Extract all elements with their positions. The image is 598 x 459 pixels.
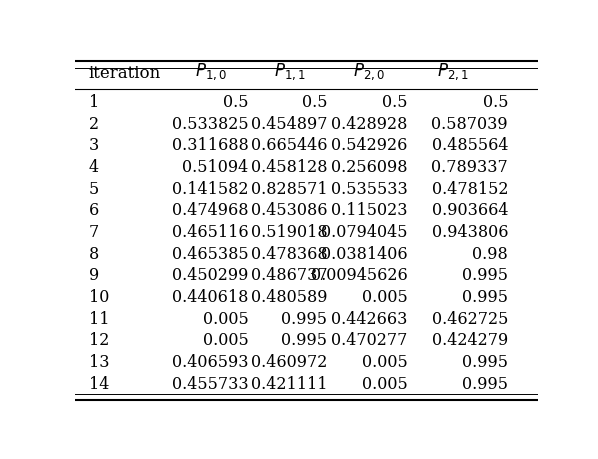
Text: 0.005: 0.005 bbox=[362, 353, 407, 370]
Text: 4: 4 bbox=[89, 159, 99, 176]
Text: 0.995: 0.995 bbox=[281, 331, 327, 348]
Text: 0.460972: 0.460972 bbox=[251, 353, 327, 370]
Text: 9: 9 bbox=[89, 267, 99, 284]
Text: 0.00945626: 0.00945626 bbox=[311, 267, 407, 284]
Text: $P_{2,0}$: $P_{2,0}$ bbox=[353, 61, 385, 82]
Text: 0.141582: 0.141582 bbox=[172, 180, 249, 197]
Text: iteration: iteration bbox=[89, 65, 161, 82]
Text: 0.256098: 0.256098 bbox=[331, 159, 407, 176]
Text: $P_{2,1}$: $P_{2,1}$ bbox=[437, 61, 468, 82]
Text: 0.458128: 0.458128 bbox=[251, 159, 327, 176]
Text: 0.478368: 0.478368 bbox=[251, 245, 327, 262]
Text: 10: 10 bbox=[89, 288, 109, 305]
Text: 0.789337: 0.789337 bbox=[431, 159, 508, 176]
Text: 8: 8 bbox=[89, 245, 99, 262]
Text: 0.5: 0.5 bbox=[483, 94, 508, 111]
Text: 0.440618: 0.440618 bbox=[172, 288, 249, 305]
Text: 0.0381406: 0.0381406 bbox=[321, 245, 407, 262]
Text: 0.421111: 0.421111 bbox=[251, 375, 327, 392]
Text: 0.995: 0.995 bbox=[462, 267, 508, 284]
Text: 0.450299: 0.450299 bbox=[172, 267, 249, 284]
Text: 0.480589: 0.480589 bbox=[251, 288, 327, 305]
Text: 7: 7 bbox=[89, 224, 99, 241]
Text: 12: 12 bbox=[89, 331, 109, 348]
Text: 0.453086: 0.453086 bbox=[251, 202, 327, 219]
Text: 0.98: 0.98 bbox=[472, 245, 508, 262]
Text: 0.005: 0.005 bbox=[362, 288, 407, 305]
Text: 0.454897: 0.454897 bbox=[251, 116, 327, 133]
Text: 6: 6 bbox=[89, 202, 99, 219]
Text: 2: 2 bbox=[89, 116, 99, 133]
Text: 0.115023: 0.115023 bbox=[331, 202, 407, 219]
Text: 13: 13 bbox=[89, 353, 109, 370]
Text: 0.995: 0.995 bbox=[462, 288, 508, 305]
Text: 0.587039: 0.587039 bbox=[431, 116, 508, 133]
Text: 0.995: 0.995 bbox=[462, 353, 508, 370]
Text: 0.519018: 0.519018 bbox=[251, 224, 327, 241]
Text: 0.485564: 0.485564 bbox=[432, 137, 508, 154]
Text: 0.311688: 0.311688 bbox=[172, 137, 249, 154]
Text: 0.005: 0.005 bbox=[203, 331, 249, 348]
Text: 0.0794045: 0.0794045 bbox=[321, 224, 407, 241]
Text: 0.542926: 0.542926 bbox=[331, 137, 407, 154]
Text: $P_{1,0}$: $P_{1,0}$ bbox=[196, 61, 227, 82]
Text: 0.535533: 0.535533 bbox=[331, 180, 407, 197]
Text: 0.5: 0.5 bbox=[223, 94, 249, 111]
Text: 0.470277: 0.470277 bbox=[331, 331, 407, 348]
Text: 0.5: 0.5 bbox=[382, 94, 407, 111]
Text: 0.465116: 0.465116 bbox=[172, 224, 249, 241]
Text: 0.455733: 0.455733 bbox=[172, 375, 249, 392]
Text: 0.005: 0.005 bbox=[362, 375, 407, 392]
Text: 0.005: 0.005 bbox=[203, 310, 249, 327]
Text: 0.903664: 0.903664 bbox=[432, 202, 508, 219]
Text: $P_{1,1}$: $P_{1,1}$ bbox=[274, 61, 306, 82]
Text: 5: 5 bbox=[89, 180, 99, 197]
Text: 0.478152: 0.478152 bbox=[432, 180, 508, 197]
Text: 3: 3 bbox=[89, 137, 99, 154]
Text: 11: 11 bbox=[89, 310, 109, 327]
Text: 0.474968: 0.474968 bbox=[172, 202, 249, 219]
Text: 14: 14 bbox=[89, 375, 109, 392]
Text: 0.828571: 0.828571 bbox=[251, 180, 327, 197]
Text: 0.406593: 0.406593 bbox=[172, 353, 249, 370]
Text: 1: 1 bbox=[89, 94, 99, 111]
Text: 0.665446: 0.665446 bbox=[251, 137, 327, 154]
Text: 0.424279: 0.424279 bbox=[432, 331, 508, 348]
Text: 0.51094: 0.51094 bbox=[182, 159, 249, 176]
Text: 0.462725: 0.462725 bbox=[432, 310, 508, 327]
Text: 0.486737: 0.486737 bbox=[251, 267, 327, 284]
Text: 0.442663: 0.442663 bbox=[331, 310, 407, 327]
Text: 0.995: 0.995 bbox=[462, 375, 508, 392]
Text: 0.465385: 0.465385 bbox=[172, 245, 249, 262]
Text: 0.943806: 0.943806 bbox=[432, 224, 508, 241]
Text: 0.995: 0.995 bbox=[281, 310, 327, 327]
Text: 0.5: 0.5 bbox=[302, 94, 327, 111]
Text: 0.533825: 0.533825 bbox=[172, 116, 249, 133]
Text: 0.428928: 0.428928 bbox=[331, 116, 407, 133]
